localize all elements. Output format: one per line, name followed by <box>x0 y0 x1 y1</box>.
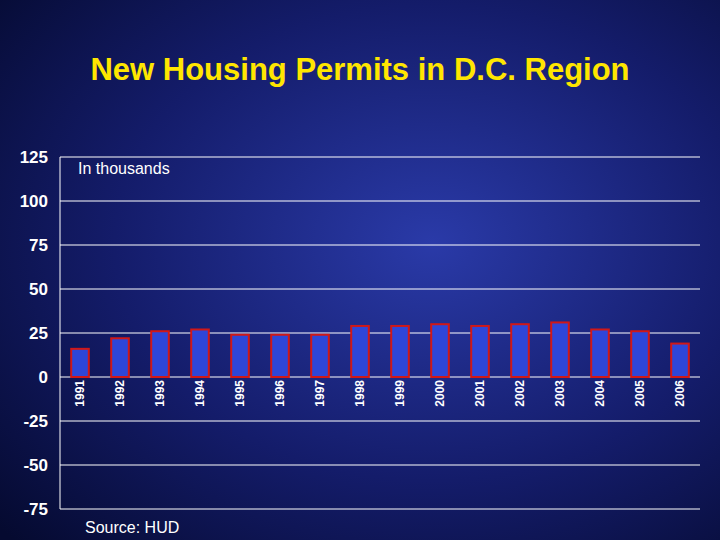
y-tick-label: 0 <box>39 368 48 387</box>
bar <box>231 335 249 377</box>
chart-svg: New Housing Permits in D.C. Region -75 -50… <box>0 0 720 540</box>
x-tick-label: 2001 <box>473 380 487 407</box>
x-tick-label: 2006 <box>673 380 687 407</box>
bar <box>591 329 609 377</box>
x-tick-label: 1995 <box>233 380 247 407</box>
bar <box>431 324 449 377</box>
y-tick-label: -50 <box>23 456 48 475</box>
x-tick-label: 2004 <box>593 380 607 407</box>
x-tick-label: 2000 <box>433 380 447 407</box>
x-tick-label: 1993 <box>153 380 167 407</box>
y-tick-label: 75 <box>29 236 48 255</box>
grid-line <box>60 509 700 510</box>
bar <box>391 326 409 377</box>
x-tick-label: 1992 <box>113 380 127 407</box>
x-tick-label: 1994 <box>193 380 207 407</box>
x-tick-label: 2003 <box>553 380 567 407</box>
y-tick-label: 50 <box>29 280 48 299</box>
annotation: In thousands <box>78 160 170 177</box>
title: New Housing Permits in D.C. Region <box>90 52 629 87</box>
grid-line <box>60 201 700 202</box>
bar <box>551 322 569 377</box>
grid-line <box>60 289 700 290</box>
x-tick-label: 2005 <box>633 380 647 407</box>
bar <box>311 335 329 377</box>
grid-line <box>60 157 700 158</box>
x-tick-label: 2002 <box>513 380 527 407</box>
bar <box>271 335 289 377</box>
bar <box>471 326 489 377</box>
grid-line <box>60 421 700 422</box>
x-tick-label: 1999 <box>393 380 407 407</box>
bar <box>671 344 689 377</box>
bar <box>151 331 169 377</box>
y-tick-label: -25 <box>23 412 48 431</box>
bars <box>71 322 689 377</box>
grid-line <box>60 465 700 466</box>
x-tick-label: 1998 <box>353 380 367 407</box>
x-tick-label: 1991 <box>73 380 87 407</box>
y-tick-label: 125 <box>20 148 48 167</box>
y-tick-label: 100 <box>20 192 48 211</box>
bar <box>511 324 529 377</box>
y-tick-label: -75 <box>23 500 48 519</box>
chart-root: New Housing Permits in D.C. Region -75 -50… <box>0 0 720 540</box>
bar <box>191 329 209 377</box>
grid-line <box>60 245 700 246</box>
background <box>0 0 720 540</box>
bar <box>71 349 89 377</box>
x-tick-label: 1996 <box>273 380 287 407</box>
bar <box>631 331 649 377</box>
y-tick-label: 25 <box>29 324 48 343</box>
bar <box>351 326 369 377</box>
annotation: Source: HUD <box>85 519 179 536</box>
bar <box>111 338 129 377</box>
y-axis-line <box>60 157 61 509</box>
x-tick-label: 1997 <box>313 380 327 407</box>
